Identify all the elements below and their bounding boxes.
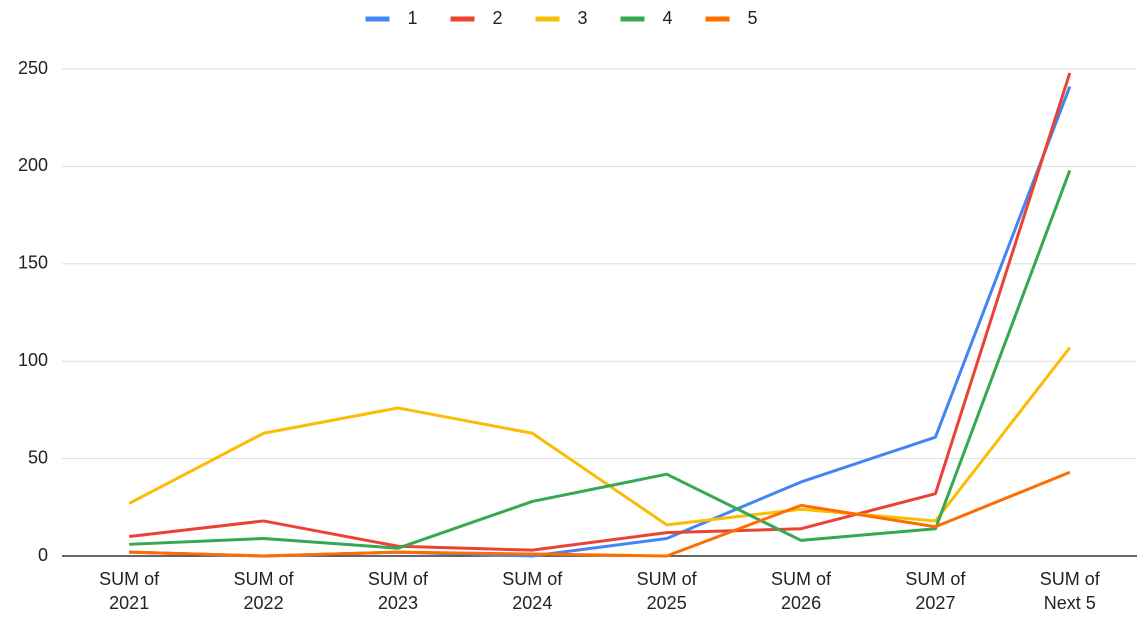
series-line xyxy=(129,169,1072,550)
series-line xyxy=(128,346,1071,527)
legend-label: 1 xyxy=(408,8,418,28)
x-tick-label: SUM of 2025 xyxy=(637,569,698,613)
x-tick-label: SUM of 2023 xyxy=(368,569,429,613)
series-line xyxy=(129,470,1071,558)
legend-label: 3 xyxy=(578,8,588,28)
y-tick-label: 0 xyxy=(38,545,48,565)
x-tick-label: SUM of Next 5 xyxy=(1040,569,1101,613)
series-line xyxy=(129,72,1072,552)
y-tick-label: 150 xyxy=(18,253,48,273)
y-tick-label: 200 xyxy=(18,155,48,175)
series-line xyxy=(129,85,1072,558)
y-tick-label: 50 xyxy=(28,447,48,467)
y-tick-label: 250 xyxy=(18,58,48,78)
x-tick-label: SUM of 2027 xyxy=(905,569,966,613)
x-tick-label: SUM of 2022 xyxy=(234,569,295,613)
x-tick-label: SUM of 2024 xyxy=(502,569,563,613)
x-tick-label: SUM of 2021 xyxy=(99,569,160,613)
legend-label: 5 xyxy=(748,8,758,28)
legend-label: 2 xyxy=(493,8,503,28)
y-tick-label: 100 xyxy=(18,350,48,370)
legend-label: 4 xyxy=(663,8,673,28)
x-tick-label: SUM of 2026 xyxy=(771,569,832,613)
